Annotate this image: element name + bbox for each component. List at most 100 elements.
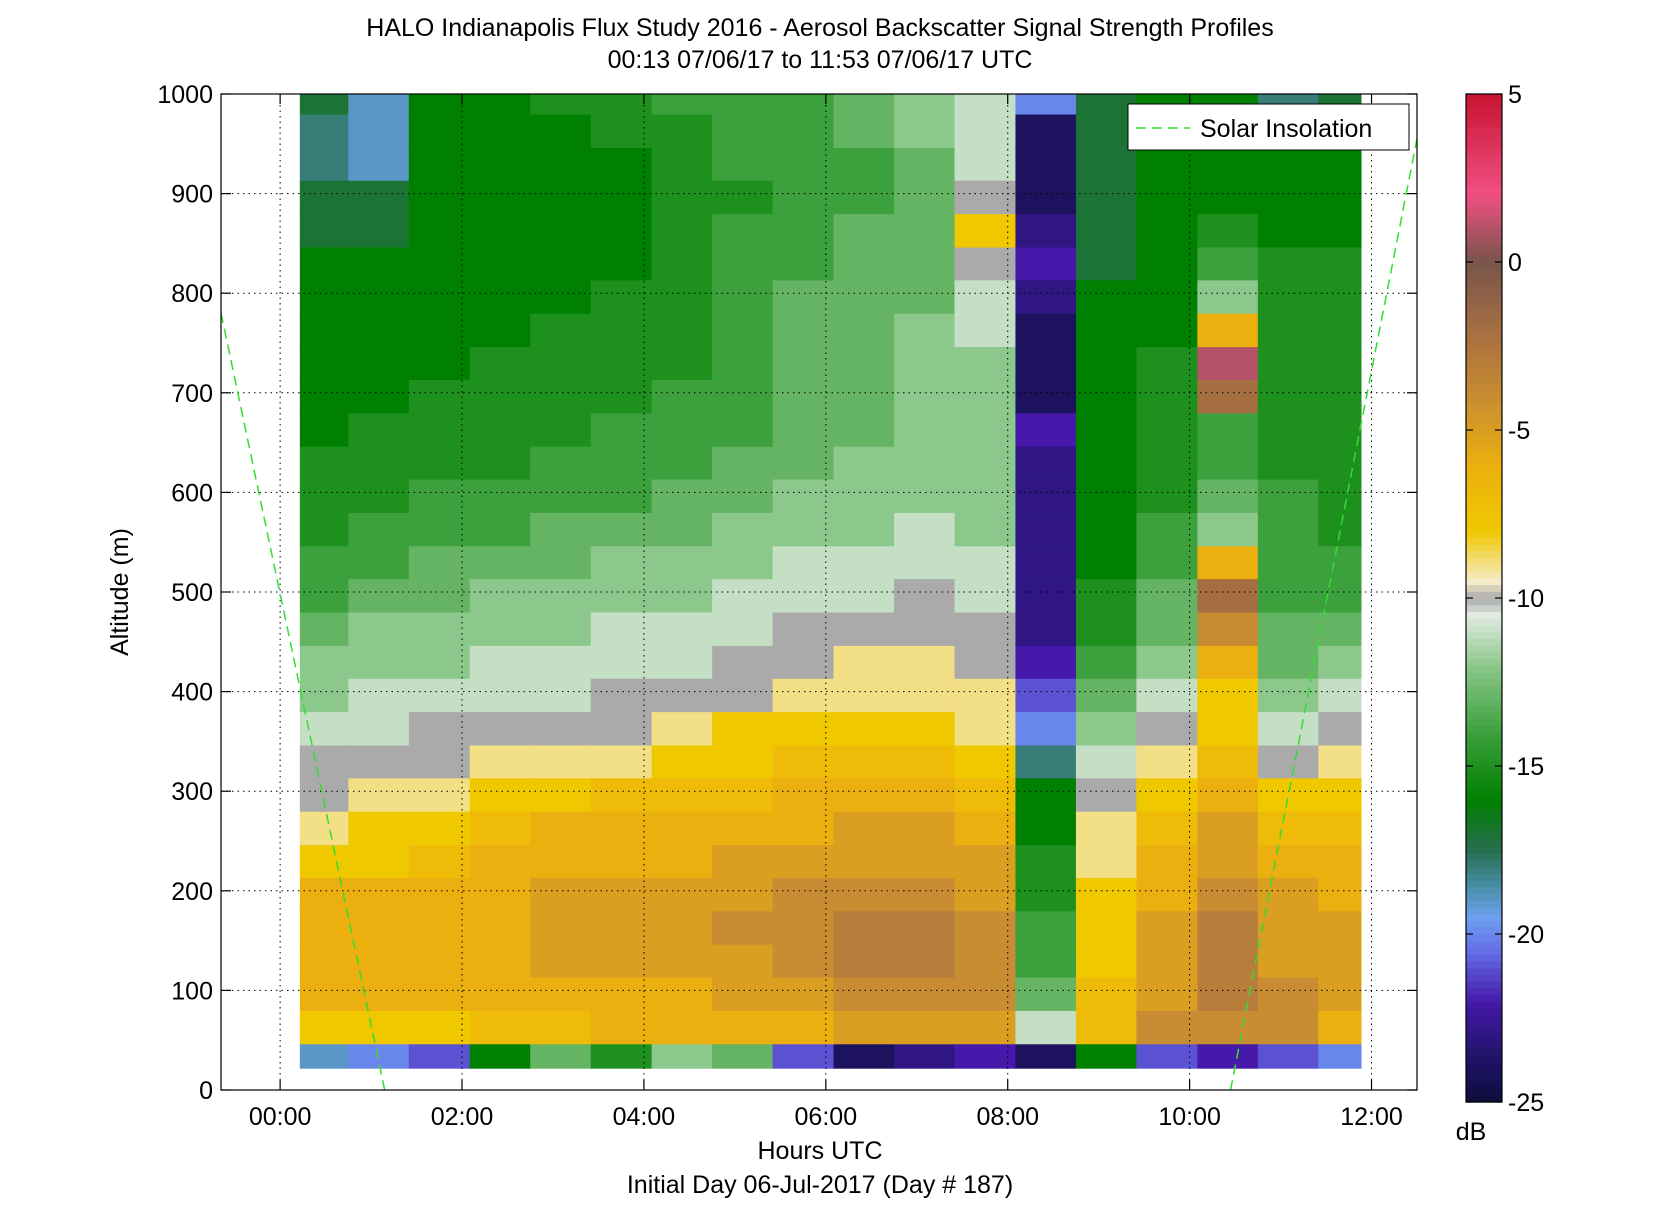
heatmap-cell bbox=[469, 976, 531, 1011]
heatmap-cell bbox=[833, 1010, 895, 1045]
colorbar-swatch bbox=[1466, 268, 1502, 277]
colorbar-swatch bbox=[1466, 618, 1502, 626]
heatmap-cell bbox=[348, 213, 410, 248]
heatmap-cell bbox=[954, 346, 1017, 380]
heatmap-cell bbox=[348, 279, 410, 314]
heatmap-cell bbox=[651, 910, 713, 945]
heatmap-cell bbox=[1136, 147, 1198, 181]
heatmap-cell bbox=[954, 446, 1017, 480]
heatmap-cell bbox=[299, 545, 349, 580]
legend-label-solar: Solar Insolation bbox=[1200, 115, 1372, 143]
heatmap-cell bbox=[408, 877, 471, 912]
heatmap-cell bbox=[1136, 246, 1198, 281]
heatmap-cell bbox=[894, 1010, 956, 1045]
heatmap-cell bbox=[530, 512, 592, 547]
colorbar-swatch bbox=[1466, 107, 1502, 115]
heatmap-cell bbox=[1136, 512, 1198, 547]
heatmap-cell bbox=[712, 147, 774, 181]
colorbar-swatch bbox=[1466, 94, 1502, 102]
y-tick-label: 1000 bbox=[157, 81, 213, 109]
heatmap-cell bbox=[299, 678, 349, 713]
colorbar-swatch bbox=[1466, 698, 1502, 707]
colorbar-swatch bbox=[1466, 1068, 1502, 1076]
heatmap-cell bbox=[833, 711, 895, 746]
heatmap-cell bbox=[469, 180, 531, 215]
heatmap-cell bbox=[1136, 678, 1198, 713]
colorbar-swatch bbox=[1466, 228, 1502, 236]
heatmap-cell bbox=[590, 545, 653, 580]
colorbar-swatch bbox=[1466, 369, 1502, 377]
heatmap-cell bbox=[894, 147, 956, 181]
heatmap-cell bbox=[408, 777, 471, 812]
heatmap-cell bbox=[772, 877, 835, 912]
heatmap-cell bbox=[299, 113, 349, 148]
heatmap-cell bbox=[894, 446, 956, 480]
colorbar-swatch bbox=[1466, 772, 1502, 781]
colorbar-swatch bbox=[1466, 934, 1502, 942]
heatmap-cell bbox=[1318, 279, 1362, 314]
heatmap-cell bbox=[1257, 611, 1319, 646]
heatmap-cell bbox=[1257, 313, 1319, 348]
heatmap-cell bbox=[1318, 711, 1362, 746]
heatmap-cell bbox=[954, 1043, 1017, 1069]
heatmap-cell bbox=[469, 346, 531, 380]
heatmap-cell bbox=[530, 545, 592, 580]
heatmap-cell bbox=[1015, 578, 1077, 613]
heatmap-cell bbox=[590, 147, 653, 181]
heatmap-cell bbox=[1197, 1043, 1259, 1069]
heatmap-cell bbox=[348, 611, 410, 646]
heatmap-cell bbox=[1318, 379, 1362, 414]
colorbar-tick-label: -25 bbox=[1508, 1089, 1544, 1117]
heatmap-cell bbox=[712, 279, 774, 314]
colorbar-swatch bbox=[1466, 705, 1502, 713]
heatmap-cell bbox=[1318, 1010, 1362, 1045]
heatmap-cell bbox=[1197, 877, 1259, 912]
heatmap-cell bbox=[772, 545, 835, 580]
heatmap-cell bbox=[530, 1010, 592, 1045]
colorbar-swatch bbox=[1466, 147, 1502, 156]
heatmap-cell bbox=[1197, 976, 1259, 1011]
heatmap-cell bbox=[1197, 744, 1259, 779]
heatmap-cell bbox=[833, 877, 895, 912]
colorbar-swatch bbox=[1466, 954, 1502, 962]
colorbar-swatch bbox=[1466, 813, 1502, 821]
heatmap-cell bbox=[712, 446, 774, 480]
colorbar-swatch bbox=[1466, 550, 1502, 559]
colorbar-swatch bbox=[1466, 752, 1502, 760]
heatmap-cell bbox=[1257, 844, 1319, 878]
heatmap-cell bbox=[1015, 412, 1077, 447]
heatmap-cell bbox=[651, 744, 713, 779]
heatmap-cell bbox=[530, 446, 592, 480]
heatmap-cell bbox=[1015, 279, 1077, 314]
colorbar-swatch bbox=[1466, 174, 1502, 182]
heatmap-cell bbox=[1136, 777, 1198, 812]
colorbar-swatch bbox=[1466, 994, 1502, 1002]
heatmap-cell bbox=[651, 777, 713, 812]
heatmap-cell bbox=[1015, 512, 1077, 547]
heatmap-cell bbox=[348, 910, 410, 945]
heatmap-cell bbox=[299, 578, 349, 613]
heatmap-cell bbox=[894, 346, 956, 380]
heatmap-cell bbox=[1136, 578, 1198, 613]
heatmap-cell bbox=[833, 346, 895, 380]
heatmap-cell bbox=[833, 1043, 895, 1069]
heatmap-cell bbox=[833, 844, 895, 878]
heatmap-cell bbox=[1136, 711, 1198, 746]
colorbar-swatch bbox=[1466, 1061, 1502, 1069]
heatmap-cell bbox=[408, 147, 471, 181]
colorbar-swatch bbox=[1466, 557, 1502, 565]
heatmap-cell bbox=[469, 611, 531, 646]
heatmap-cell bbox=[833, 578, 895, 613]
heatmap-cell bbox=[408, 611, 471, 646]
heatmap-cell bbox=[1197, 944, 1259, 978]
heatmap-cell bbox=[712, 512, 774, 547]
y-axis-label: Altitude (m) bbox=[106, 528, 134, 656]
heatmap-cell bbox=[1318, 1043, 1362, 1069]
heatmap-cell bbox=[772, 678, 835, 713]
heatmap-cell bbox=[348, 1010, 410, 1045]
colorbar-swatch bbox=[1466, 739, 1502, 747]
x-tick-label: 08:00 bbox=[976, 1103, 1039, 1131]
heatmap-cell bbox=[299, 379, 349, 414]
heatmap-cell bbox=[833, 910, 895, 945]
heatmap-cell bbox=[1197, 512, 1259, 547]
